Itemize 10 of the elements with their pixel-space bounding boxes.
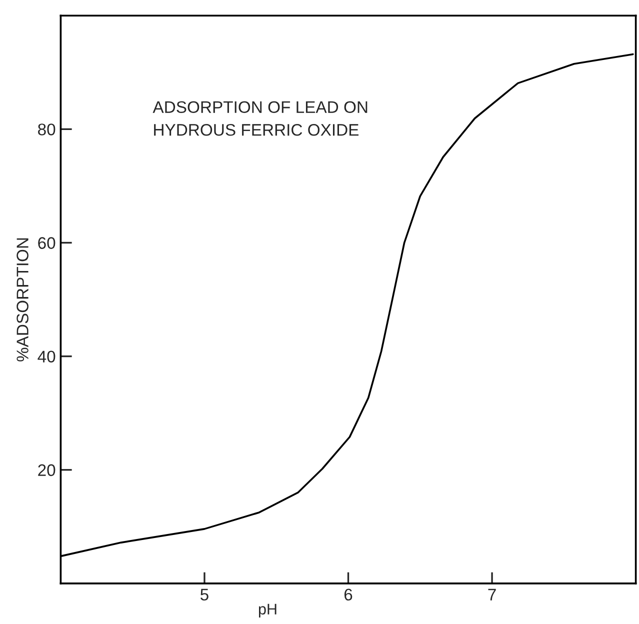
text: ADSORPTION OF LEAD ON HYDROUS FERRIC OXIDE bbox=[152, 101, 368, 136]
y-tick-label: 80 bbox=[38, 124, 56, 136]
x-tick-label: 5 bbox=[200, 588, 208, 601]
y-axis-title: %ADSORPTION bbox=[16, 238, 28, 362]
y-tick-label: 20 bbox=[38, 464, 56, 476]
x-tick-label: 7 bbox=[488, 588, 496, 600]
y-tick-label: 40 bbox=[38, 350, 56, 363]
x-tick-label: 6 bbox=[344, 588, 352, 601]
x-axis-title: pH bbox=[258, 604, 276, 618]
y-tick-label: 60 bbox=[38, 237, 56, 249]
